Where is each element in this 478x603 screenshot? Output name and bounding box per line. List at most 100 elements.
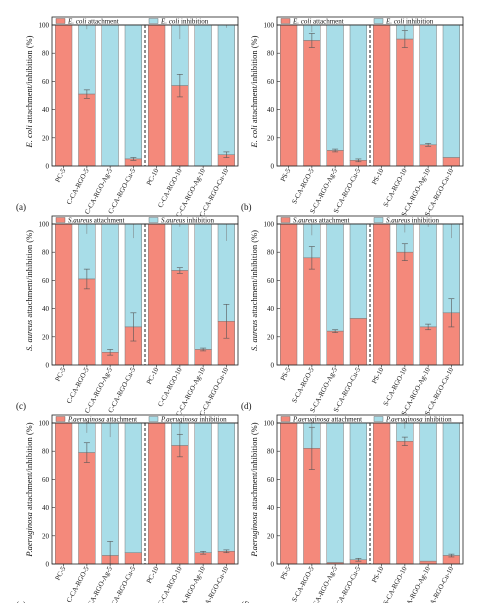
bar-inhibition: [326, 422, 344, 563]
y-tick-label: 100: [264, 221, 275, 229]
y-tick-label: 40: [42, 504, 50, 512]
x-tick-label: S-CA-RGO-10: [382, 167, 409, 209]
legend-swatch-attachment: [55, 416, 66, 422]
plot-frame: [276, 223, 464, 366]
legend-label-attachment: S.aureus attachment: [293, 217, 350, 225]
y-tick-label: 60: [267, 476, 275, 484]
legend-label-inhibition: S.aureus inhibition: [386, 217, 440, 225]
x-tick-label: PS-5: [279, 167, 293, 183]
bar-inhibition: [194, 422, 212, 553]
legend-label-attachment: P.aeruginosa attachment: [67, 416, 137, 424]
y-tick-label: 20: [42, 134, 50, 142]
y-tick-label: 80: [267, 448, 275, 456]
y-tick-label: 100: [264, 22, 275, 30]
x-tick-label: PC-10: [145, 167, 161, 187]
bar-attachment: [55, 223, 73, 366]
x-tick-label: C-CA-RGO-10: [156, 366, 184, 408]
x-tick-label: PC-5: [54, 366, 68, 383]
panel-label: (d): [241, 401, 252, 411]
bar-attachment: [442, 157, 460, 167]
y-tick-label: 0: [271, 163, 275, 171]
legend-swatch-attachment: [280, 416, 291, 422]
y-tick-label: 20: [267, 532, 275, 540]
y-tick-label: 40: [42, 106, 50, 114]
bar-inhibition: [326, 223, 344, 332]
y-axis-label: P.aeruginosa attachment/inhibition (%): [249, 422, 259, 557]
panel-label: (e): [16, 600, 26, 603]
bar-attachment: [373, 24, 391, 167]
bar-attachment: [55, 422, 73, 565]
y-tick-label: 20: [42, 333, 50, 341]
bar-inhibition: [124, 24, 142, 160]
plot-frame: [276, 422, 464, 565]
y-axis-label: S. aureus attachment/inhibition (%): [24, 230, 34, 351]
y-tick-label: 60: [267, 78, 275, 86]
y-tick-label: 80: [267, 249, 275, 257]
y-tick-label: 60: [42, 277, 50, 285]
bar-inhibition: [217, 24, 235, 155]
bar-attachment: [280, 223, 298, 366]
bar-inhibition: [78, 24, 96, 95]
plot-frame: [51, 24, 239, 167]
x-tick-label: PS-10: [370, 565, 385, 584]
bar-attachment: [373, 422, 391, 565]
bar-attachment: [124, 552, 142, 565]
x-tick-label: S-CA-RGO-5: [290, 565, 316, 603]
bar-attachment: [171, 445, 189, 565]
legend-label-inhibition: P.aeruginosa inhibition: [385, 416, 452, 424]
x-tick-label: S-CA-RGO-5: [290, 366, 316, 405]
bar-inhibition: [349, 24, 367, 161]
y-axis-label: E. coli attachment/inhibition (%): [249, 35, 259, 148]
x-tick-label: PS-5: [279, 565, 293, 581]
bar-attachment: [280, 24, 298, 167]
legend-label-attachment: P.aeruginosa attachment: [292, 416, 362, 424]
legend-swatch-inhibition: [148, 18, 159, 24]
bar-inhibition: [124, 422, 142, 553]
panel-label: (f): [241, 600, 250, 603]
bar-inhibition: [326, 24, 344, 151]
panel-f: P.aeruginosa attachment P.aeruginosa inhi…: [241, 414, 464, 603]
plot-frame: [51, 422, 239, 565]
legend-swatch-inhibition: [373, 18, 384, 24]
bar-attachment: [78, 93, 96, 167]
legend-label-inhibition: E. coli inhibition: [385, 18, 434, 26]
x-tick-label: C-CA-RGO-10: [156, 565, 184, 603]
bar-attachment: [148, 24, 166, 167]
bar-attachment: [280, 422, 298, 565]
y-tick-label: 0: [46, 561, 50, 569]
x-tick-label: C-CA-RGO-5: [65, 565, 91, 603]
bar-inhibition: [101, 24, 119, 167]
y-tick-label: 20: [267, 333, 275, 341]
legend-swatch-inhibition: [148, 416, 159, 422]
y-tick-label: 40: [267, 305, 275, 313]
y-tick-label: 0: [271, 362, 275, 370]
panel-b: E. coli attachment E. coli inhibition PS-5…: [241, 16, 464, 218]
bar-inhibition: [419, 24, 437, 146]
y-tick-label: 80: [42, 448, 50, 456]
bar-attachment: [326, 150, 344, 167]
bar-attachment: [78, 278, 96, 366]
y-tick-label: 80: [42, 249, 50, 257]
bar-attachment: [419, 144, 437, 167]
bar-attachment: [171, 85, 189, 167]
legend-label-inhibition: P.aeruginosa inhibition: [160, 416, 227, 424]
bar-inhibition: [194, 223, 212, 350]
bar-attachment: [396, 441, 414, 565]
panel-label: (b): [241, 202, 252, 212]
y-tick-label: 0: [46, 163, 50, 171]
legend-swatch-attachment: [55, 217, 66, 223]
y-tick-label: 20: [42, 532, 50, 540]
bar-attachment: [419, 326, 437, 366]
panel-a: E. coli attachment E. coli inhibition PC-5…: [16, 16, 239, 219]
bar-inhibition: [171, 223, 189, 271]
legend-swatch-attachment: [280, 18, 291, 24]
bar-inhibition: [419, 223, 437, 328]
y-axis-label: S. aureus attachment/inhibition (%): [249, 230, 259, 351]
y-axis-label: E. coli attachment/inhibition (%): [24, 35, 34, 148]
bar-attachment: [303, 40, 321, 167]
legend-label-attachment: E. coli attachment: [67, 18, 119, 26]
legend-swatch-inhibition: [148, 217, 159, 223]
y-tick-label: 60: [42, 476, 50, 484]
